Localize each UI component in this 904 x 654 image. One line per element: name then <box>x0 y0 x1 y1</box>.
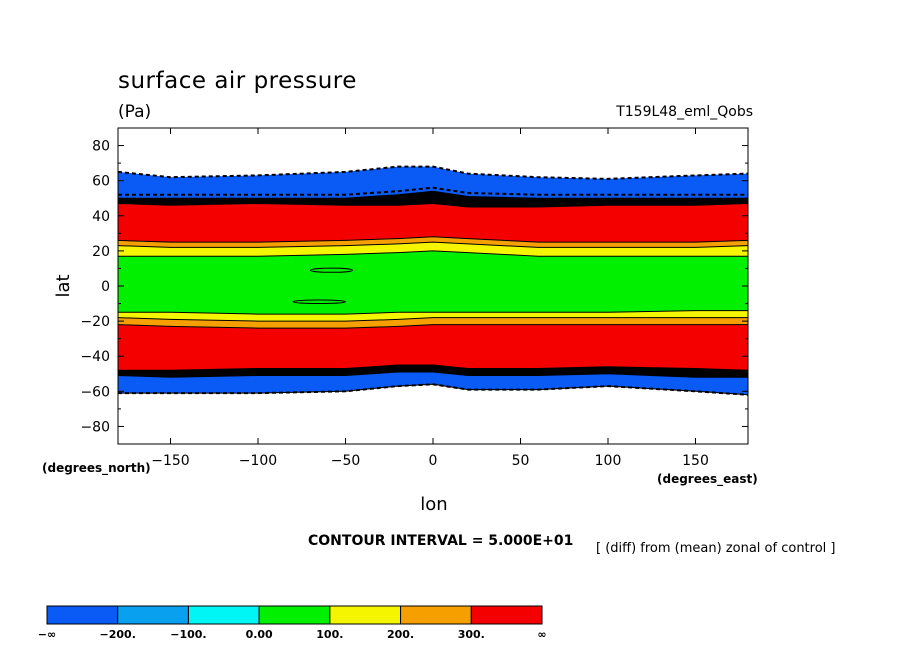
legend-swatch <box>258 605 331 625</box>
units-label: (Pa) <box>118 102 152 122</box>
y-tick-label: −40 <box>80 349 110 365</box>
legend-label: 200. <box>387 628 414 641</box>
contour-north-black <box>118 202 748 208</box>
legend-swatch <box>117 605 189 625</box>
contour-north-red <box>118 236 748 243</box>
contour-north-yellow <box>118 250 748 257</box>
contour-north-blue-dotted <box>118 186 748 196</box>
contour-south-yellow <box>118 317 748 322</box>
legend-label: 100. <box>316 628 343 641</box>
legend-label: ∞ <box>537 628 546 641</box>
band-south-orange <box>118 317 748 329</box>
y-tick-label: 60 <box>92 174 110 190</box>
y-tick-label: 20 <box>92 244 110 260</box>
y-tick-label: −60 <box>80 384 110 400</box>
y-axis-label: lat <box>53 274 74 297</box>
x-tick-label: −100 <box>239 453 277 469</box>
x-tick-label: 150 <box>682 453 709 469</box>
contour-interval-label: CONTOUR INTERVAL = 5.000E+01 <box>308 533 574 549</box>
contour-green-island-south <box>292 299 346 305</box>
plot-area <box>118 165 748 396</box>
y-tick-label: −80 <box>80 419 110 435</box>
contour-south-blue-dotted <box>118 369 748 375</box>
contour-green-island-north <box>310 267 353 273</box>
band-north-yellow <box>118 242 748 257</box>
diff-note: [ (diff) from (mean) zonal of control ] <box>596 541 836 556</box>
contour-south-black <box>118 371 748 378</box>
y-tick-label: 0 <box>101 279 110 295</box>
contour-south-orange <box>118 324 748 329</box>
y-tick-label: 80 <box>92 139 110 155</box>
legend-swatch <box>470 605 543 625</box>
x-tick-label: 0 <box>429 453 438 469</box>
chart-title: surface air pressure <box>118 68 357 94</box>
band-north-blue <box>118 166 748 199</box>
contour-north-blue <box>118 190 748 199</box>
legend-swatch <box>400 605 472 625</box>
x-tick-label: 50 <box>512 453 530 469</box>
run-label: T159L48_eml_Qobs <box>616 104 753 120</box>
legend-label: 0.00 <box>246 628 273 641</box>
band-north-black <box>118 191 748 207</box>
x-tick-label: −150 <box>151 453 189 469</box>
contour-north-edge-dashed <box>118 165 748 180</box>
band-north-red <box>118 203 748 243</box>
legend-swatch <box>46 605 119 625</box>
y-unit-label: (degrees_north) <box>42 461 151 476</box>
band-equator-green <box>118 250 748 315</box>
x-tick-label: −50 <box>331 453 361 469</box>
y-tick-label: −20 <box>80 314 110 330</box>
legend-swatch <box>187 605 260 625</box>
contour-equator-green <box>118 310 748 315</box>
legend-label: 300. <box>458 628 485 641</box>
contour-north-orange <box>118 241 748 248</box>
legend-label: −100. <box>170 628 206 641</box>
contour-south-red <box>118 364 748 371</box>
x-tick-label: 100 <box>595 453 622 469</box>
legend-label: −∞ <box>38 628 56 641</box>
y-tick-label: 40 <box>92 209 110 225</box>
legend-label: −200. <box>100 628 136 641</box>
x-axis-label: lon <box>420 494 447 515</box>
band-south-yellow <box>118 310 748 322</box>
contour-south-edge-dashed <box>118 383 748 396</box>
x-unit-label: (degrees_east) <box>657 472 758 487</box>
legend-swatch <box>329 605 402 625</box>
band-south-red <box>118 324 748 371</box>
